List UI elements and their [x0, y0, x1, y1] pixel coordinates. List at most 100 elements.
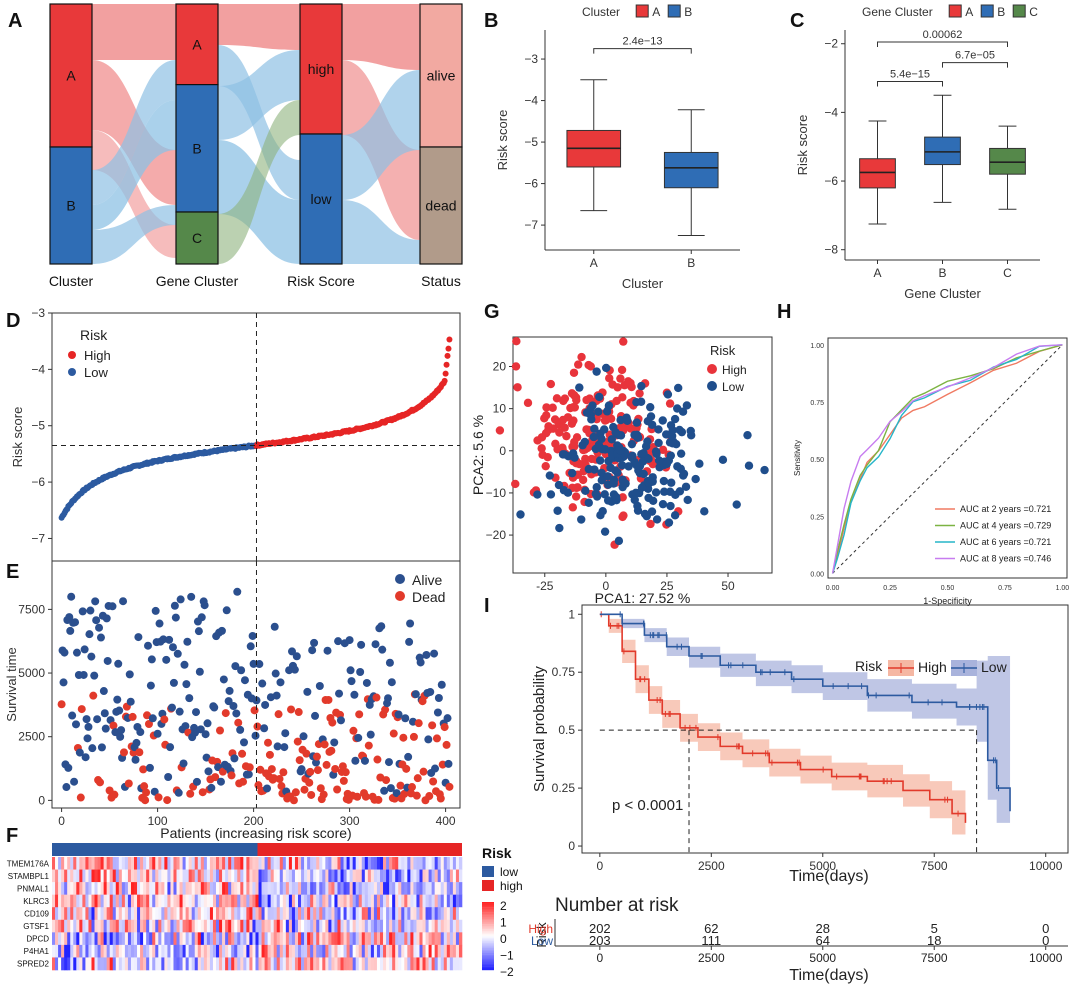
heatmap-cell	[261, 944, 265, 958]
survival-point-alive	[219, 675, 228, 684]
heatmap-cell	[364, 894, 369, 908]
risk-y-label: Risk score	[10, 407, 25, 468]
survival-point-dead	[319, 790, 328, 799]
heatmap-cell	[346, 957, 350, 971]
heatmap-cell	[91, 894, 95, 908]
heatmap-cell	[282, 857, 287, 870]
pca-point-low	[666, 501, 675, 511]
survival-point-dead	[139, 765, 148, 774]
heatmap-cell	[118, 944, 123, 958]
pca-legend-low: Low	[722, 380, 744, 394]
heatmap-cell	[152, 882, 156, 895]
heatmap-cell	[106, 894, 111, 908]
heatmap-gene-label: TMEM176A	[7, 859, 50, 868]
alluvial-node-label: A	[66, 68, 76, 84]
survival-point-alive	[176, 595, 185, 604]
heatmap-cell	[61, 932, 65, 946]
heatmap-cell	[246, 894, 250, 908]
pca-point-high	[617, 365, 627, 375]
heatmap-cell	[161, 857, 165, 870]
survival-point-alive	[290, 665, 299, 674]
heatmap-cell	[130, 894, 135, 908]
heatmap-cell	[419, 957, 423, 971]
pca-point-low	[590, 424, 599, 433]
heatmap-cell	[130, 857, 135, 870]
alluvial-flow	[218, 100, 300, 264]
heatmap-cell	[331, 882, 335, 895]
heatmap-cell	[440, 857, 445, 870]
risk-table-x-tick-label: 0	[596, 951, 603, 965]
heatmap-cell	[194, 919, 199, 933]
heatmap-cell	[222, 932, 226, 946]
heatmap-cell	[231, 882, 235, 895]
heatmap-colorbar-segment	[482, 934, 494, 937]
pca-point-low	[603, 496, 613, 505]
heatmap-cell	[443, 944, 448, 958]
heatmap-cell	[170, 957, 174, 971]
heatmap-cell	[82, 957, 86, 971]
heatmap-cell	[103, 944, 107, 958]
survival-point-dead	[307, 790, 316, 799]
heatmap-cell	[103, 894, 107, 908]
box-B	[663, 151, 719, 189]
heatmap-cell	[52, 869, 56, 883]
pca-point-high	[568, 503, 578, 512]
survival-point-alive	[67, 592, 76, 601]
heatmap-cell	[358, 919, 363, 933]
heatmap-cell	[346, 919, 350, 933]
pca-point-low	[637, 381, 646, 391]
pca-y-tick-label: −10	[486, 486, 507, 500]
heatmap-cell	[140, 857, 144, 870]
pca-point-high	[572, 395, 581, 405]
pca-y-tick-label: 20	[493, 360, 507, 374]
survival-point-alive	[224, 697, 233, 706]
heatmap-cell	[437, 944, 442, 958]
heatmap-cell	[182, 907, 186, 921]
heatmap-cell	[100, 932, 104, 946]
risk-table-count: 202	[589, 921, 611, 936]
heatmap-cell	[140, 932, 144, 946]
heatmap-cell	[376, 857, 381, 870]
pca-point-low	[663, 390, 673, 399]
heatmap-cell	[304, 919, 308, 933]
heatmap-cell	[291, 957, 296, 971]
heatmap-cell	[449, 882, 454, 895]
heatmap-cell	[176, 932, 180, 946]
survival-point-alive	[90, 671, 99, 680]
heatmap-cell	[373, 944, 378, 958]
heatmap-cell	[158, 907, 162, 921]
heatmap-cell	[188, 919, 193, 933]
heatmap-cell	[127, 894, 132, 908]
survival-point-alive	[371, 640, 380, 649]
heatmap-cell	[349, 869, 353, 883]
heatmap-cell	[52, 882, 56, 895]
heatmap-cell	[340, 957, 344, 971]
heatmap-cell	[121, 944, 126, 958]
heatmap-cell	[243, 957, 247, 971]
heatmap-cell	[182, 919, 186, 933]
alluvial-node-label: A	[192, 36, 202, 52]
heatmap-cell	[234, 907, 238, 921]
heatmap-cell	[458, 932, 463, 946]
heatmap-cell	[243, 869, 247, 883]
heatmap-cell	[170, 919, 174, 933]
survival-point-alive	[85, 630, 94, 639]
pca-point-low	[695, 459, 704, 468]
heatmap-cell	[325, 869, 329, 883]
heatmap-cell	[319, 894, 323, 908]
heatmap-cell	[361, 857, 366, 870]
heatmap-cell	[109, 919, 114, 933]
heatmap-cell	[197, 869, 202, 883]
risk-table-x-tick-label: 7500	[921, 951, 948, 965]
heatmap-cell	[285, 869, 290, 883]
heatmap-cell	[94, 919, 98, 933]
box-B	[924, 136, 961, 166]
heatmap-cell	[161, 894, 165, 908]
heatmap-cell	[440, 919, 445, 933]
heatmap-cell	[273, 907, 278, 921]
pca-point-low	[670, 414, 680, 424]
survival-point-dead	[163, 796, 172, 805]
heatmap-cell	[134, 919, 138, 933]
heatmap-cell	[440, 957, 445, 971]
